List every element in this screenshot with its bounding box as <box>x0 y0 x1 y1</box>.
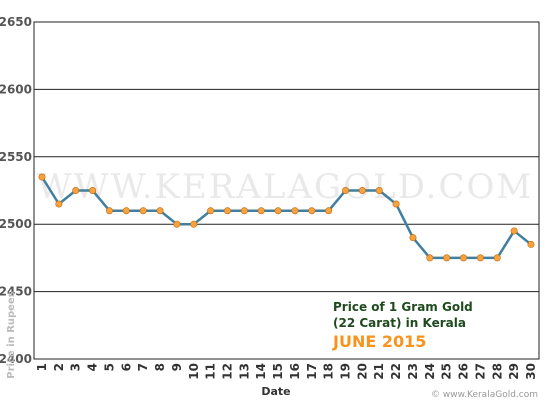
credit: © www.KeralaGold.com <box>431 390 538 400</box>
data-point <box>325 207 333 215</box>
data-point <box>139 207 147 215</box>
data-point <box>207 207 215 215</box>
x-tick-label: 8 <box>153 363 167 371</box>
x-tick-label: 27 <box>473 363 487 380</box>
data-point <box>190 220 198 228</box>
x-tick-label: 1 <box>35 363 49 371</box>
x-tick-label: 24 <box>423 363 437 380</box>
y-tick-label: 2500 <box>0 217 32 231</box>
gridlines <box>34 88 539 293</box>
data-point <box>308 207 316 215</box>
x-tick-label: 3 <box>69 363 83 371</box>
data-point <box>72 187 80 195</box>
data-point <box>122 207 130 215</box>
x-tick-label: 14 <box>254 363 268 380</box>
x-tick-label: 25 <box>440 363 454 380</box>
x-tick-label: 7 <box>136 363 150 371</box>
x-axis-ticks: 1 2 3 4 5 6 7 8 9 10 11 12 13 14 15 16 17 18 19 20 21 22 23 24 2… <box>35 363 538 380</box>
x-tick-label: 6 <box>119 363 133 371</box>
x-tick-label: 13 <box>237 363 251 380</box>
y-tick-label: 2600 <box>0 82 32 96</box>
data-point <box>409 234 417 242</box>
y-axis-label: Price in Rupees <box>6 291 17 378</box>
x-tick-label: 18 <box>322 363 336 380</box>
y-tick-label: 2450 <box>0 285 32 299</box>
x-tick-label: 29 <box>507 363 521 380</box>
data-point <box>443 254 451 262</box>
data-point <box>89 187 97 195</box>
data-point <box>527 240 535 248</box>
x-tick-label: 17 <box>305 363 319 380</box>
x-tick-label: 16 <box>288 363 302 380</box>
x-tick-label: 22 <box>389 363 403 380</box>
x-tick-label: 10 <box>187 363 201 380</box>
x-tick-label: 19 <box>339 363 353 380</box>
y-tick-label: 2550 <box>0 150 32 164</box>
x-tick-label: 11 <box>204 363 218 380</box>
x-tick-label: 15 <box>271 363 285 380</box>
data-point <box>392 200 400 208</box>
data-point <box>426 254 434 262</box>
data-point <box>460 254 468 262</box>
data-point <box>510 227 518 235</box>
watermark: WWW.KERALAGOLD.COM <box>37 167 533 207</box>
x-tick-label: 9 <box>170 363 184 371</box>
x-tick-label: 2 <box>52 363 66 371</box>
data-point <box>240 207 248 215</box>
x-tick-label: 30 <box>524 363 538 380</box>
data-point <box>375 187 383 195</box>
x-tick-label: 20 <box>355 363 369 380</box>
x-tick-label: 5 <box>102 363 116 371</box>
y-tick-label: 2650 <box>0 15 32 29</box>
y-tick-label: 2400 <box>0 352 32 366</box>
x-tick-label: 26 <box>457 363 471 380</box>
x-tick-label: 12 <box>220 363 234 380</box>
data-point <box>105 207 113 215</box>
data-point <box>358 187 366 195</box>
data-point <box>223 207 231 215</box>
data-point <box>156 207 164 215</box>
y-axis-ticks: 2400 2450 2500 2550 2600 2650 <box>0 15 32 366</box>
data-point <box>476 254 484 262</box>
data-point <box>257 207 265 215</box>
data-point <box>55 200 63 208</box>
x-tick-label: 23 <box>406 363 420 380</box>
data-point <box>38 173 46 181</box>
data-point <box>274 207 282 215</box>
data-point <box>493 254 501 262</box>
data-point <box>291 207 299 215</box>
x-tick-label: 28 <box>490 363 504 380</box>
data-point <box>342 187 350 195</box>
plot-frame <box>33 21 540 360</box>
annotation-line-1: Price of 1 Gram Gold <box>333 300 473 314</box>
data-point <box>173 220 181 228</box>
annotation-month: JUNE 2015 <box>332 332 426 351</box>
annotation-line-2: (22 Carat) in Kerala <box>333 316 466 330</box>
price-series <box>38 173 535 262</box>
x-tick-label: 4 <box>86 363 100 371</box>
x-axis-label: Date <box>261 385 290 398</box>
x-tick-label: 21 <box>372 363 386 380</box>
